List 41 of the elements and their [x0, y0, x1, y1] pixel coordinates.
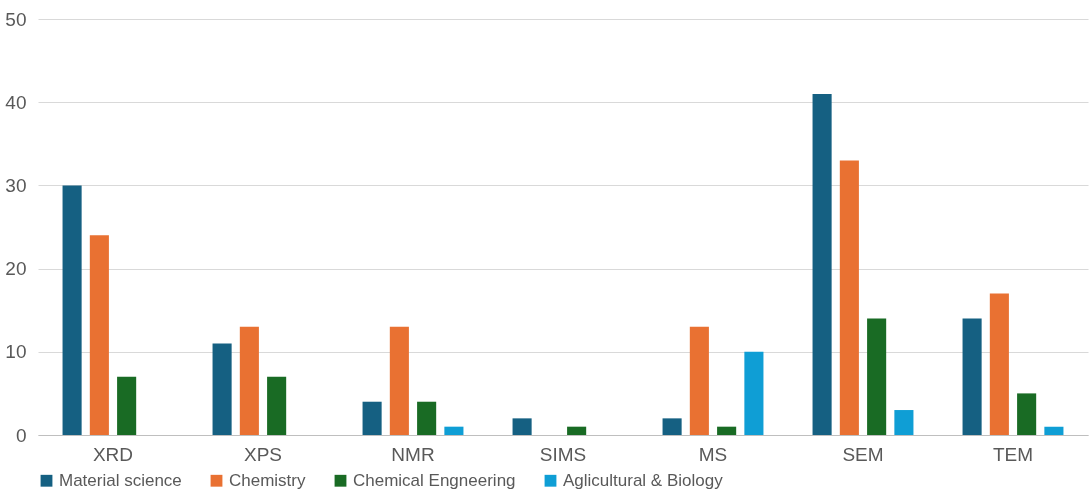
bar [417, 401, 437, 435]
bar [512, 418, 532, 435]
y-tick-label: 50 [5, 8, 27, 30]
bar [689, 326, 709, 435]
legend-label: Material science [59, 470, 182, 490]
bar [962, 318, 982, 435]
x-tick-label: XPS [243, 443, 283, 465]
x-tick-label: SIMS [539, 443, 587, 465]
x-tick-label: NMR [391, 443, 435, 465]
bar [894, 410, 914, 435]
x-tick-label: TEM [992, 443, 1034, 465]
bar [117, 376, 137, 435]
bar [212, 343, 232, 435]
bar [62, 185, 82, 435]
legend-label: Chemical Engneering [353, 470, 516, 490]
bar [744, 351, 764, 435]
legend-label: Aglicultural & Biology [563, 470, 724, 490]
y-tick-label: 0 [15, 424, 27, 446]
bar [812, 93, 832, 435]
y-tick-label: 10 [5, 341, 27, 363]
bar [567, 426, 587, 435]
bar [389, 326, 409, 435]
bar [717, 426, 737, 435]
legend-label: Chemistry [229, 470, 307, 490]
x-tick-label: SEM [842, 443, 884, 465]
bar [1044, 426, 1064, 435]
bar [444, 426, 464, 435]
bar [989, 293, 1009, 435]
y-tick-label: 30 [5, 174, 27, 196]
bar [662, 418, 682, 435]
bar [1017, 393, 1037, 435]
bar [239, 326, 259, 435]
x-tick-label: XRD [92, 443, 134, 465]
y-tick-label: 20 [5, 258, 27, 280]
bar [267, 376, 287, 435]
y-tick-label: 40 [5, 91, 27, 113]
x-tick-label: MS [698, 443, 728, 465]
bar [362, 401, 382, 435]
bar [839, 160, 859, 435]
bar [867, 318, 887, 435]
bar [89, 235, 109, 435]
